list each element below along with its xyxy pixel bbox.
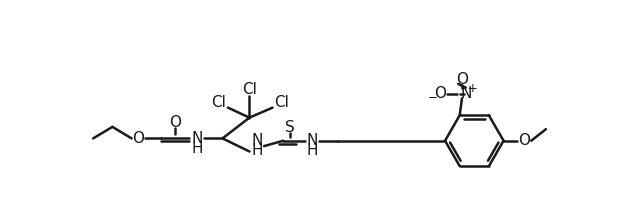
Text: O: O [169, 115, 180, 130]
Text: S: S [285, 120, 295, 135]
Text: H: H [306, 143, 317, 158]
Text: Cl: Cl [242, 82, 257, 97]
Text: O: O [456, 72, 468, 87]
Text: H: H [191, 141, 203, 156]
Text: −: − [428, 91, 438, 104]
Text: Cl: Cl [275, 95, 289, 110]
Text: N: N [191, 131, 203, 146]
Text: O: O [518, 133, 531, 148]
Text: N: N [460, 86, 472, 101]
Text: O: O [132, 131, 145, 146]
Text: H: H [252, 143, 263, 158]
Text: N: N [252, 133, 263, 148]
Text: O: O [435, 86, 447, 101]
Text: N: N [306, 133, 317, 148]
Text: Cl: Cl [211, 95, 226, 110]
Text: +: + [468, 82, 477, 95]
